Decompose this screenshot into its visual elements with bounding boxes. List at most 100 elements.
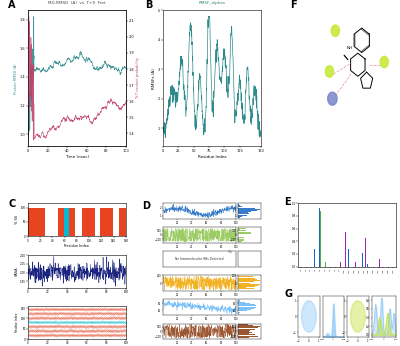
Bar	[64, 208, 65, 236]
Point	[112, 315, 118, 320]
Point	[52, 311, 59, 316]
Point	[77, 324, 83, 329]
Point	[48, 315, 55, 321]
Point	[52, 307, 58, 312]
Point	[87, 324, 93, 329]
Point	[29, 311, 36, 316]
Point	[106, 311, 113, 316]
Point	[78, 319, 84, 325]
Point	[56, 324, 63, 329]
Point	[36, 332, 43, 338]
Point	[64, 306, 70, 311]
Point	[97, 315, 103, 320]
Point	[36, 319, 43, 325]
Point	[115, 328, 122, 334]
Point	[96, 324, 103, 329]
Point	[49, 331, 56, 337]
Point	[94, 319, 100, 324]
Point	[120, 311, 126, 316]
Point	[42, 306, 48, 312]
Point	[28, 324, 35, 329]
Point	[77, 327, 84, 333]
Point	[62, 324, 68, 329]
Bar	[238, 300, 240, 301]
Point	[62, 315, 68, 321]
Point	[48, 328, 54, 334]
Point	[99, 327, 106, 333]
Point	[69, 315, 75, 321]
Point	[32, 328, 39, 333]
Point	[49, 328, 56, 334]
Point	[86, 319, 92, 325]
Point	[31, 328, 38, 333]
Point	[106, 328, 112, 334]
Point	[59, 315, 65, 321]
Point	[90, 328, 96, 334]
Point	[70, 315, 76, 320]
Point	[89, 333, 96, 338]
Point	[64, 319, 70, 324]
Point	[69, 319, 75, 325]
Point	[82, 324, 88, 330]
Point	[76, 311, 82, 317]
Point	[121, 333, 128, 338]
Point	[103, 311, 109, 317]
Point	[115, 306, 122, 312]
Point	[72, 315, 79, 320]
Point	[47, 332, 53, 338]
Point	[108, 306, 115, 312]
Bar	[39, 208, 40, 236]
Point	[104, 315, 110, 320]
Point	[56, 307, 62, 312]
Point	[119, 332, 126, 338]
Point	[90, 315, 97, 320]
Point	[36, 327, 42, 333]
Point	[26, 307, 32, 312]
Point	[98, 307, 104, 312]
Point	[61, 328, 67, 334]
Point	[59, 306, 65, 312]
Point	[44, 324, 50, 330]
Point	[76, 327, 82, 333]
Point	[84, 315, 90, 320]
Point	[68, 306, 74, 311]
Point	[69, 306, 75, 312]
Point	[103, 324, 110, 329]
Point	[114, 319, 120, 325]
Point	[35, 319, 42, 325]
Point	[105, 310, 111, 316]
Point	[30, 332, 36, 337]
Point	[109, 306, 115, 312]
Point	[57, 310, 63, 316]
Point	[70, 332, 76, 338]
Point	[108, 319, 115, 325]
Point	[29, 319, 35, 325]
Point	[111, 310, 117, 316]
Point	[53, 328, 60, 333]
Point	[58, 307, 64, 312]
Point	[116, 328, 122, 334]
Point	[67, 310, 74, 316]
Point	[78, 319, 84, 325]
Point	[119, 333, 126, 338]
Point	[122, 316, 129, 321]
Point	[83, 332, 89, 338]
Point	[30, 324, 37, 329]
Bar	[107, 208, 108, 236]
Bar	[238, 237, 244, 238]
Bar	[319, 208, 320, 267]
Point	[57, 332, 64, 338]
Point	[104, 306, 110, 312]
Point	[97, 307, 104, 312]
Bar	[124, 208, 125, 236]
Point	[117, 311, 124, 317]
Point	[100, 328, 106, 334]
Point	[89, 311, 95, 316]
Point	[102, 311, 108, 316]
Point	[98, 319, 104, 325]
Point	[36, 324, 43, 329]
Bar	[106, 208, 107, 236]
Point	[52, 333, 58, 338]
Point	[26, 328, 32, 333]
Point	[102, 307, 109, 312]
